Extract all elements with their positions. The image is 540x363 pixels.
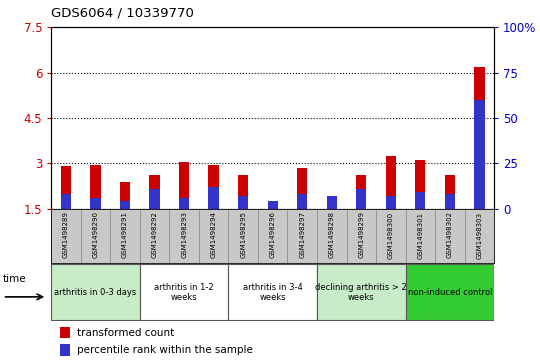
Bar xyxy=(267,201,278,209)
Text: declining arthritis > 2
weeks: declining arthritis > 2 weeks xyxy=(315,282,407,302)
Text: GSM1498292: GSM1498292 xyxy=(152,211,158,258)
Bar xyxy=(90,198,101,209)
Bar xyxy=(415,160,426,209)
Bar xyxy=(208,165,219,209)
Text: GDS6064 / 10339770: GDS6064 / 10339770 xyxy=(51,7,194,20)
Bar xyxy=(238,175,248,209)
Text: GSM1498296: GSM1498296 xyxy=(269,211,276,258)
Bar xyxy=(51,264,140,320)
Bar xyxy=(356,175,367,209)
Bar xyxy=(179,162,190,209)
Bar xyxy=(444,175,455,209)
Bar xyxy=(474,100,484,209)
Bar xyxy=(297,168,307,209)
Text: non-induced control: non-induced control xyxy=(408,288,492,297)
Bar xyxy=(120,182,130,209)
Bar xyxy=(90,165,101,209)
Text: GSM1498300: GSM1498300 xyxy=(388,211,394,258)
Text: transformed count: transformed count xyxy=(77,328,174,338)
Text: GSM1498299: GSM1498299 xyxy=(358,211,365,258)
Bar xyxy=(150,189,160,209)
Text: GSM1498302: GSM1498302 xyxy=(447,211,453,258)
Text: percentile rank within the sample: percentile rank within the sample xyxy=(77,345,252,355)
Bar xyxy=(140,264,228,320)
Text: time: time xyxy=(3,274,26,285)
Bar xyxy=(386,196,396,209)
Text: GSM1498290: GSM1498290 xyxy=(92,211,99,258)
Text: GSM1498293: GSM1498293 xyxy=(181,211,187,258)
Bar xyxy=(444,194,455,209)
Text: GSM1498297: GSM1498297 xyxy=(299,211,305,258)
Text: GSM1498291: GSM1498291 xyxy=(122,211,128,258)
Text: GSM1498294: GSM1498294 xyxy=(211,211,217,258)
Text: GSM1498298: GSM1498298 xyxy=(329,211,335,258)
Bar xyxy=(61,166,71,209)
Bar xyxy=(179,198,190,209)
Bar xyxy=(327,196,337,209)
Text: arthritis in 0-3 days: arthritis in 0-3 days xyxy=(55,288,137,297)
Bar xyxy=(228,264,317,320)
Bar xyxy=(267,206,278,209)
Text: arthritis in 3-4
weeks: arthritis in 3-4 weeks xyxy=(243,282,302,302)
Text: GSM1498289: GSM1498289 xyxy=(63,211,69,258)
Bar xyxy=(238,196,248,209)
Bar xyxy=(120,201,130,209)
Bar xyxy=(61,194,71,209)
Bar xyxy=(317,264,406,320)
Bar xyxy=(406,264,494,320)
Text: GSM1498303: GSM1498303 xyxy=(476,211,482,258)
Bar xyxy=(297,194,307,209)
Bar xyxy=(60,344,70,356)
Bar xyxy=(208,187,219,209)
Bar xyxy=(415,192,426,209)
Bar xyxy=(356,189,367,209)
Bar xyxy=(474,66,484,209)
Text: GSM1498295: GSM1498295 xyxy=(240,211,246,258)
Bar xyxy=(327,204,337,209)
Text: GSM1498301: GSM1498301 xyxy=(417,211,423,258)
Bar xyxy=(60,327,70,338)
Bar xyxy=(150,175,160,209)
Text: arthritis in 1-2
weeks: arthritis in 1-2 weeks xyxy=(154,282,214,302)
Bar xyxy=(386,156,396,209)
